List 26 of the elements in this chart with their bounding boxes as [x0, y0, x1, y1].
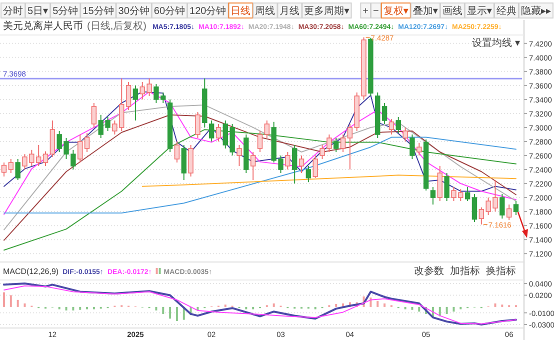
text: 显示▾	[466, 6, 492, 17]
text: 改参数	[414, 265, 444, 277]
text: 换指标	[486, 265, 516, 277]
text: 5分钟	[52, 5, 78, 17]
text: 画线	[442, 5, 462, 17]
text: 30分钟	[118, 5, 150, 17]
text: 60分钟	[154, 5, 186, 17]
chart-subtitle: (日线,后复权)	[87, 20, 146, 32]
chart-title: MACD(12,26,9)	[3, 267, 59, 276]
text: 更多周期▾	[304, 5, 350, 17]
text: 分时	[3, 5, 23, 17]
text: 经典	[496, 5, 516, 17]
text: 叠加▾	[412, 5, 438, 17]
text: 月线	[280, 5, 300, 17]
text: 5日▾	[28, 6, 48, 17]
text: 复权▾	[383, 5, 408, 17]
text: 隐藏▸▸	[520, 5, 551, 17]
chart-title: 美元兑离岸人民币	[3, 20, 83, 32]
text: 日线	[230, 5, 251, 17]
annotation: 设置均线 ▾	[472, 37, 520, 49]
text: 15分钟	[82, 5, 114, 17]
text: +	[362, 6, 369, 17]
text: 加指标	[450, 265, 480, 277]
text: 周线	[255, 5, 276, 17]
text: 120分钟	[190, 5, 226, 17]
text: −	[373, 6, 380, 17]
